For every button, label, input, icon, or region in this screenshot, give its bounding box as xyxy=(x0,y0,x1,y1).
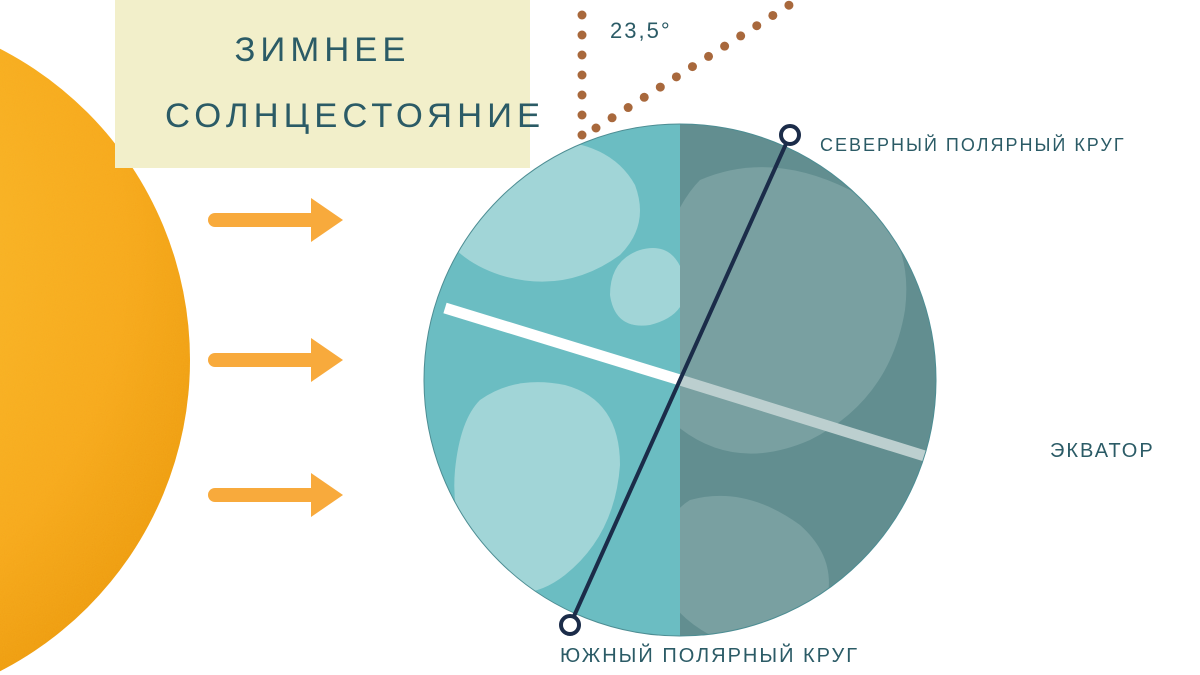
sun-rays xyxy=(215,198,343,517)
label-arctic-circle: СЕВЕРНЫЙ ПОЛЯРНЫЙ КРУГ xyxy=(820,135,1126,156)
title-box: Зимнее Солнцестояние xyxy=(115,0,530,168)
label-angle: 23,5° xyxy=(610,18,672,44)
label-antarctic-circle: ЮЖНЫЙ ПОЛЯРНЫЙ КРУГ xyxy=(560,645,859,668)
title-line-2: Солнцестояние xyxy=(165,84,480,150)
label-equator: ЭКВАТОР xyxy=(1050,440,1155,463)
title-line-1: Зимнее xyxy=(165,18,480,84)
tilt-vertical-dots xyxy=(578,0,587,140)
